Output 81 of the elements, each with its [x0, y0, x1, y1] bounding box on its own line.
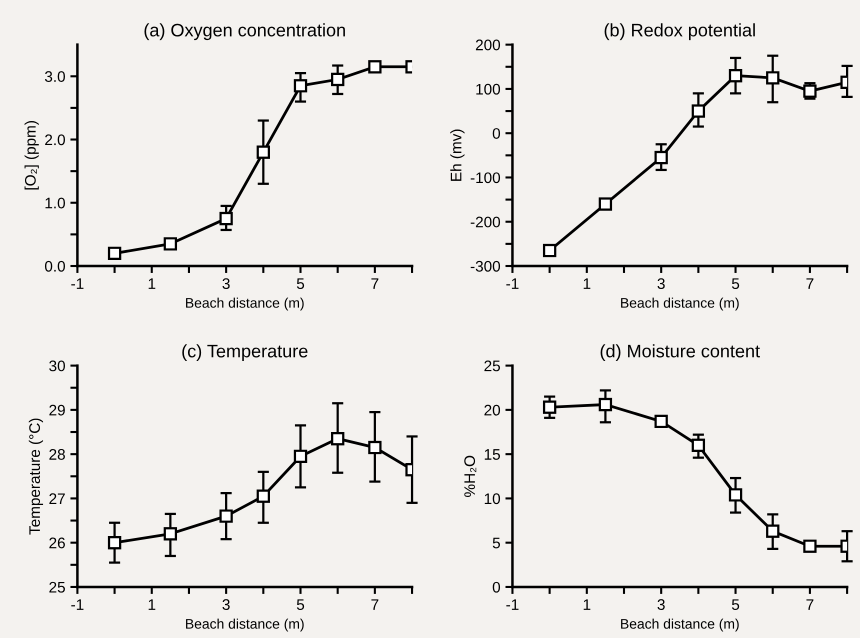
- x-tick-label: 3: [658, 599, 665, 610]
- y-tick-label: 15: [484, 449, 500, 460]
- point: [219, 509, 233, 523]
- x-tick-label: -1: [506, 599, 518, 610]
- point: [542, 400, 556, 414]
- y-axis-title: Temperature (°C): [28, 418, 44, 535]
- y-tick-label: -300: [470, 260, 500, 272]
- x-tick-label: 1: [148, 278, 156, 289]
- point: [108, 246, 122, 260]
- y-tick-label: 2.0: [45, 134, 65, 146]
- chart-title: (b) Redox potential: [604, 23, 755, 40]
- y-tick-label: 5: [492, 538, 500, 548]
- x-tick-label: 5: [296, 599, 304, 610]
- y-tick-label: 30: [49, 360, 65, 372]
- point: [164, 237, 178, 251]
- y-tick-label: 26: [49, 538, 65, 548]
- x-axis-title: Beach distance (m): [186, 298, 304, 311]
- y-axis-title: %H₂O: [464, 456, 476, 497]
- point: [728, 68, 742, 82]
- point: [542, 244, 556, 258]
- x-tick-label: 5: [732, 278, 740, 290]
- y-tick-label: 0: [492, 582, 500, 593]
- y-tick-label: 25: [49, 582, 65, 593]
- y-tick-label: -100: [470, 172, 500, 184]
- x-tick-label: 7: [371, 278, 378, 289]
- x-tick-label: 7: [806, 599, 814, 610]
- point: [728, 488, 742, 502]
- point: [219, 212, 233, 226]
- y-tick-label: 0.0: [44, 260, 65, 272]
- point: [368, 60, 382, 74]
- x-axis-title: Beach distance (m): [186, 618, 304, 632]
- y-tick-label: 10: [484, 493, 500, 504]
- x-tick-label: 7: [806, 278, 814, 289]
- y-tick-label: 200: [476, 40, 500, 50]
- point: [692, 438, 706, 452]
- point: [598, 398, 612, 412]
- y-tick-label: 27: [49, 493, 65, 504]
- y-tick-label: 29: [49, 404, 65, 416]
- point: [368, 440, 382, 454]
- chart-title: (d) Moisture content: [600, 344, 760, 362]
- y-tick-label: 28: [49, 449, 65, 460]
- point: [164, 527, 178, 540]
- point: [331, 72, 344, 86]
- point: [256, 490, 270, 503]
- x-tick-label: 5: [296, 278, 304, 290]
- point: [294, 79, 308, 92]
- point: [803, 540, 817, 553]
- chart-title: (c) Temperature: [182, 344, 308, 362]
- x-axis-title: Beach distance (m): [621, 618, 739, 632]
- x-tick-label: -1: [71, 599, 84, 610]
- x-tick-label: -1: [506, 278, 518, 289]
- x-tick-label: 1: [584, 278, 590, 289]
- x-tick-label: -1: [71, 278, 84, 289]
- y-tick-label: 100: [476, 84, 500, 95]
- y-tick-label: 1.0: [46, 198, 65, 208]
- y-tick-label: 25: [484, 360, 500, 372]
- y-tick-label: -200: [470, 216, 500, 228]
- point: [598, 197, 612, 211]
- point: [256, 146, 270, 159]
- y-tick-label: 3.0: [44, 71, 65, 82]
- x-tick-label: 1: [584, 599, 590, 610]
- x-tick-label: 3: [222, 278, 230, 290]
- point: [692, 104, 706, 118]
- y-axis-title: Eh (mv): [450, 130, 465, 181]
- y-tick-label: 0: [492, 128, 500, 139]
- point: [654, 414, 668, 428]
- x-tick-label: 3: [222, 599, 230, 610]
- point: [331, 432, 344, 446]
- x-tick-label: 7: [371, 599, 378, 610]
- point: [294, 450, 308, 464]
- x-tick-label: 1: [148, 599, 156, 610]
- y-axis-title: [O₂] (ppm): [24, 121, 39, 190]
- point: [654, 150, 668, 164]
- chart-title: (a) Oxygen concentration: [144, 23, 345, 40]
- y-tick-label: 20: [484, 404, 500, 416]
- point: [766, 524, 780, 538]
- x-tick-label: 5: [732, 599, 740, 610]
- x-tick-label: 3: [658, 278, 665, 290]
- point: [108, 536, 122, 550]
- point: [766, 71, 780, 85]
- x-axis-title: Beach distance (m): [621, 298, 739, 311]
